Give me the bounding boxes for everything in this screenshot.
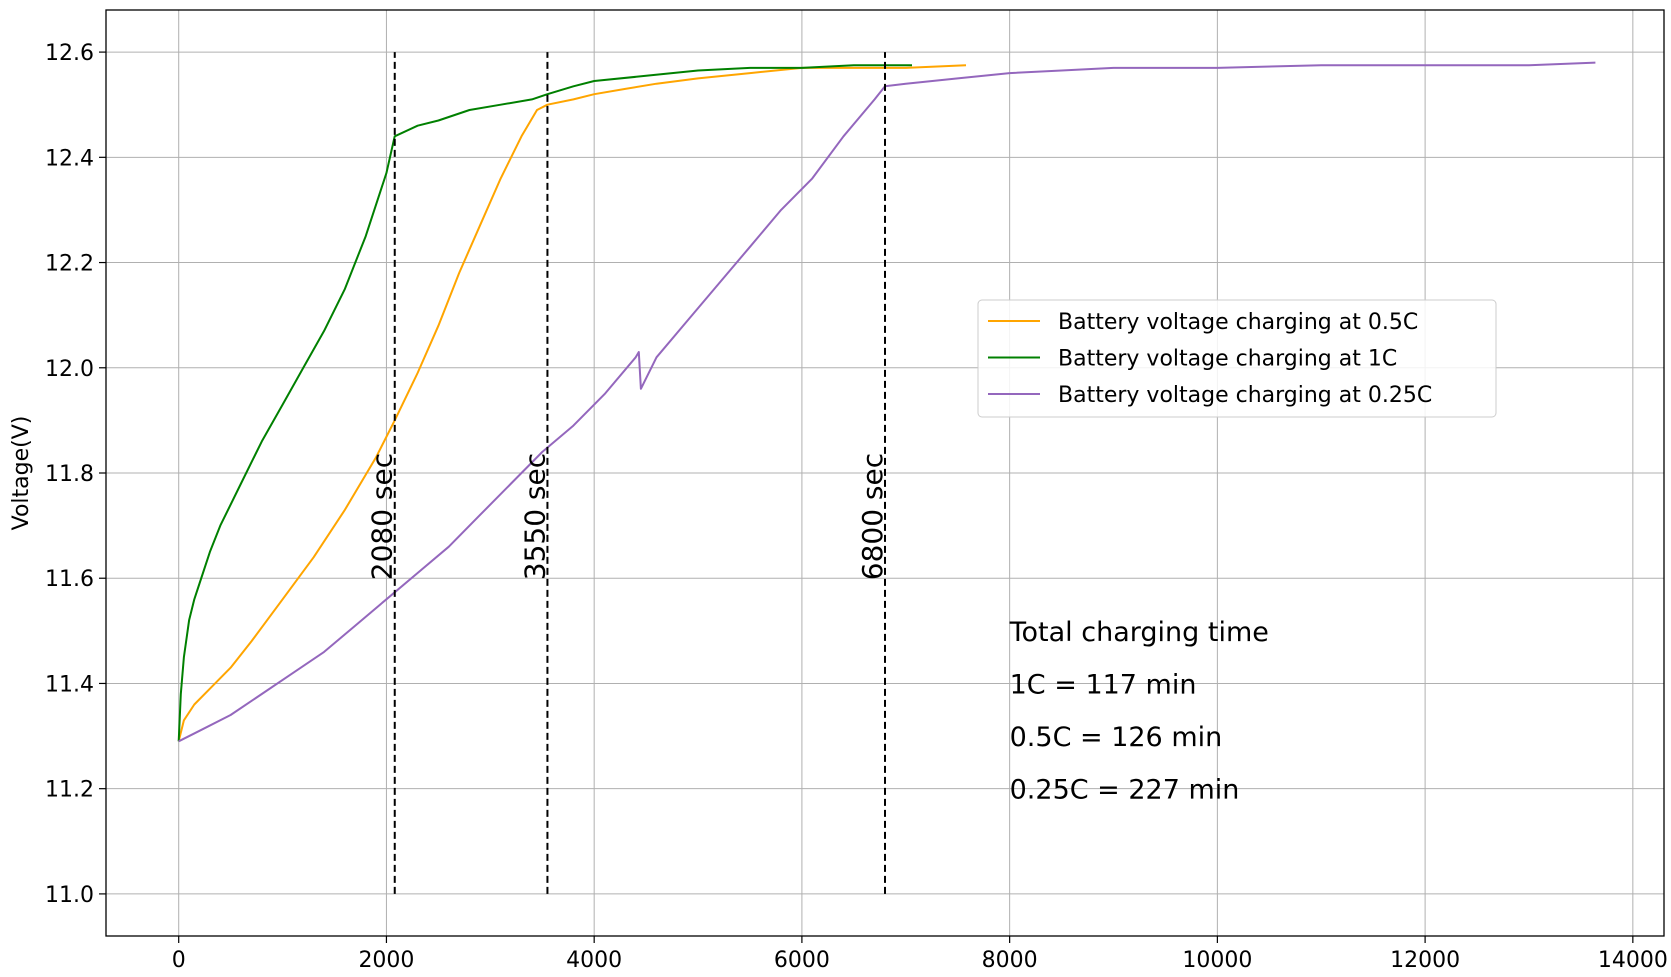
- x-tick-label: 4000: [566, 948, 622, 973]
- vertical-line-label: 3550 sec: [518, 453, 551, 580]
- x-tick-label: 14000: [1598, 948, 1668, 973]
- y-tick-label: 11.4: [45, 672, 94, 697]
- series-line-1: [177, 64, 912, 742]
- y-axis-label: Voltage(V): [9, 416, 34, 531]
- legend-entry: Battery voltage charging at 1C: [1058, 347, 1397, 372]
- annotation-text: 0.5C = 126 min: [1010, 722, 1223, 753]
- vertical-line-label: 6800 sec: [856, 453, 889, 580]
- legend-entry: Battery voltage charging at 0.5C: [1058, 310, 1418, 335]
- x-tick-label: 12000: [1390, 948, 1460, 973]
- annotation-text: Total charging time: [1009, 617, 1269, 648]
- legend-box: [977, 299, 1497, 418]
- series-lines: [177, 61, 1596, 743]
- legend: Battery voltage charging at 0.5C Battery …: [977, 299, 1497, 418]
- ticks: 0 2000 4000 6000 8000 10000 12000 14000 11.0 11.2…: [45, 41, 1668, 973]
- annotations: Total charging time 1C = 117 min 0.5C = 12…: [1009, 617, 1269, 806]
- y-tick-label: 12.2: [45, 252, 94, 277]
- legend-entry: Battery voltage charging at 0.25C: [1058, 383, 1432, 408]
- x-tick-label: 2000: [358, 948, 414, 973]
- x-tick-label: 0: [172, 948, 186, 973]
- vertical-line-label: 2080 sec: [366, 453, 399, 580]
- y-tick-label: 12.4: [45, 146, 94, 171]
- y-tick-label: 11.0: [45, 883, 94, 908]
- series-line-2: [178, 61, 1596, 743]
- y-tick-label: 12.6: [45, 41, 94, 66]
- series-line-0: [177, 64, 967, 742]
- x-tick-label: 10000: [1182, 948, 1252, 973]
- y-tick-label: 12.0: [45, 357, 94, 382]
- y-tick-label: 11.2: [45, 778, 94, 803]
- x-tick-label: 6000: [774, 948, 830, 973]
- annotation-text: 0.25C = 227 min: [1010, 775, 1240, 806]
- annotation-text: 1C = 117 min: [1010, 669, 1197, 700]
- vertical-markers: 2080 sec 3550 sec 6800 sec: [366, 52, 889, 894]
- y-tick-label: 11.6: [45, 567, 94, 592]
- x-tick-label: 8000: [982, 948, 1038, 973]
- y-tick-label: 11.8: [45, 462, 94, 487]
